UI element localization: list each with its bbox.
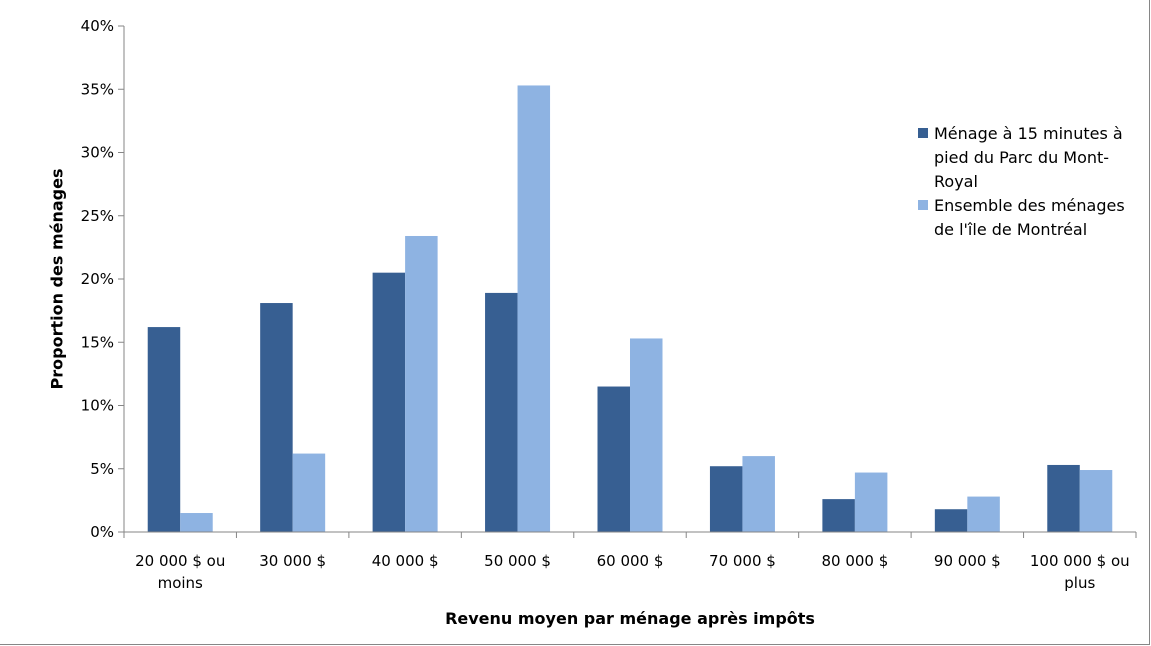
legend: Ménage à 15 minutes à pied du Parc du Mo… <box>918 122 1143 242</box>
legend-swatch-light-blue <box>918 200 928 210</box>
legend-item-walk-15min: Ménage à 15 minutes à pied du Parc du Mo… <box>918 122 1143 194</box>
bar-series-2-cat-3 <box>405 235 438 533</box>
bars-group <box>147 85 1113 533</box>
bar-series-2-cat-5 <box>630 338 663 532</box>
bar-series-1-cat-3 <box>372 272 406 532</box>
bar-series-2-cat-2 <box>292 453 326 532</box>
bar-series-1-cat-8 <box>934 509 968 532</box>
bar-series-2-cat-4 <box>517 85 551 532</box>
bar-series-2-cat-7 <box>854 472 888 532</box>
x-tick-label: 90 000 $ <box>934 552 1001 570</box>
y-tick-label: 35% <box>81 80 114 98</box>
y-axis-title: Proportion des ménages <box>48 169 67 390</box>
y-tick-label: 20% <box>81 270 114 288</box>
x-axis-title: Revenu moyen par ménage après impôts <box>445 609 815 628</box>
bar-series-1-cat-5 <box>597 386 630 532</box>
bar-series-1-cat-2 <box>260 303 293 532</box>
bar-series-2-cat-8 <box>967 496 1000 532</box>
y-tick-label: 0% <box>90 523 114 541</box>
legend-swatch-dark-blue <box>918 128 928 138</box>
y-axis-ticks: 0% 5% 10% 15% 20% 25% 30% 35% 40% <box>81 17 124 541</box>
x-tick-label: 40 000 $ <box>372 552 439 570</box>
y-tick-label: 10% <box>81 397 114 415</box>
x-axis-ticks: 20 000 $ ou moins 30 000 $ 40 000 $ 50 000 $… <box>123 532 1137 592</box>
legend-label: Ensemble des ménages de l'île de Montréa… <box>934 196 1125 239</box>
bar-series-2-cat-9 <box>1079 470 1113 532</box>
y-tick-label: 25% <box>81 207 114 225</box>
legend-label: Ménage à 15 minutes à pied du Parc du Mo… <box>934 124 1123 191</box>
bar-series-2-cat-1 <box>180 513 213 532</box>
y-tick-label: 40% <box>81 17 114 35</box>
x-tick-label: 30 000 $ <box>259 552 326 570</box>
y-tick-label: 15% <box>81 333 114 351</box>
x-tick-label: 60 000 $ <box>597 552 664 570</box>
x-tick-label: 100 000 $ ou plus <box>1030 552 1130 592</box>
bar-series-1-cat-1 <box>147 327 181 532</box>
legend-item-montreal-island: Ensemble des ménages de l'île de Montréa… <box>918 194 1143 242</box>
x-tick-label: 70 000 $ <box>709 552 776 570</box>
y-tick-label: 30% <box>81 144 114 162</box>
bar-series-1-cat-4 <box>485 292 518 532</box>
bar-series-1-cat-7 <box>822 499 855 532</box>
bar-series-2-cat-6 <box>742 456 775 532</box>
y-tick-label: 5% <box>90 460 114 478</box>
bar-series-1-cat-9 <box>1047 464 1080 532</box>
bar-series-1-cat-6 <box>709 466 743 532</box>
x-tick-label: 80 000 $ <box>821 552 888 570</box>
x-tick-label: 20 000 $ ou moins <box>135 552 225 592</box>
x-tick-label: 50 000 $ <box>484 552 551 570</box>
